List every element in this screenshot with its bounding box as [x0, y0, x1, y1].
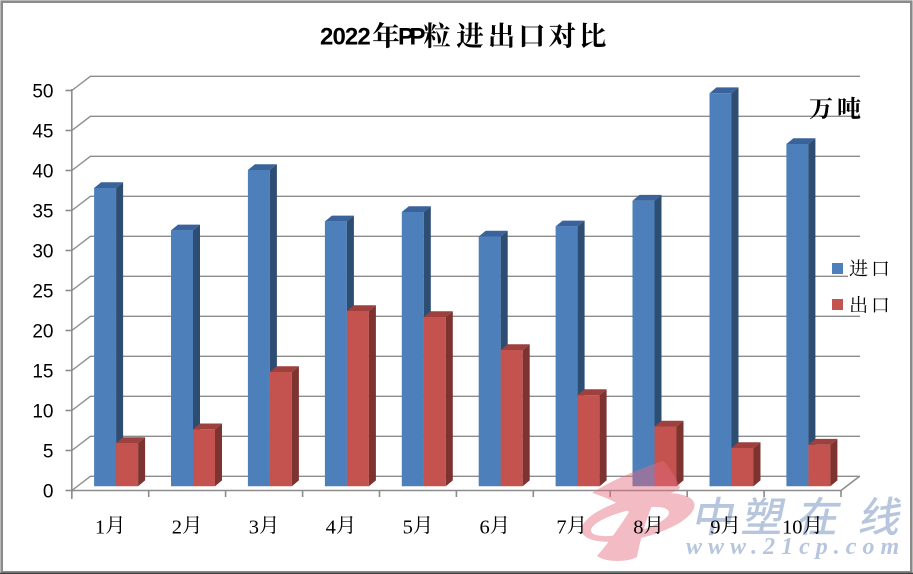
svg-text:1: 1 [95, 517, 105, 539]
svg-text:5: 5 [403, 517, 413, 539]
svg-text:45: 45 [32, 122, 53, 143]
svg-text:20: 20 [32, 322, 53, 343]
svg-text:25: 25 [32, 282, 53, 303]
svg-text:50: 50 [32, 82, 53, 103]
svg-text:8: 8 [633, 517, 643, 539]
svg-text:40: 40 [32, 162, 53, 183]
svg-text:2: 2 [172, 517, 182, 539]
svg-text:3: 3 [249, 517, 259, 539]
svg-text:10: 10 [32, 402, 53, 423]
svg-text:15: 15 [32, 362, 53, 383]
svg-text:5: 5 [43, 442, 54, 463]
svg-text:7: 7 [556, 517, 566, 539]
svg-text:9: 9 [710, 517, 720, 539]
svg-text:30: 30 [32, 242, 53, 263]
svg-text:35: 35 [32, 202, 53, 223]
svg-text:0: 0 [43, 482, 54, 503]
svg-text:4: 4 [326, 517, 336, 539]
svg-text:2022: 2022 [320, 24, 370, 51]
svg-text:10: 10 [782, 517, 803, 539]
svg-text:www.21cp.com: www.21cp.com [686, 534, 905, 560]
svg-text:6: 6 [480, 517, 490, 539]
